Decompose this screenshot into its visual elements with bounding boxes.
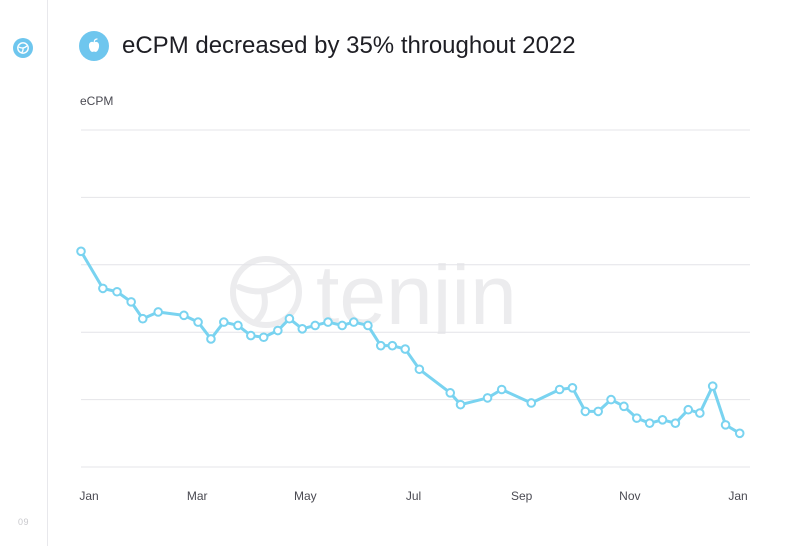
x-tick-label: Nov <box>619 489 640 503</box>
data-point <box>206 334 216 344</box>
data-point <box>246 330 256 341</box>
data-point <box>400 344 411 354</box>
apple-icon <box>79 31 109 61</box>
data-point <box>567 383 578 393</box>
sidebar: 09 <box>0 0 48 546</box>
data-point <box>445 388 456 398</box>
data-point <box>414 364 425 375</box>
y-axis-label: eCPM <box>80 94 114 108</box>
x-tick-label: Jan <box>79 489 98 503</box>
tenjin-watermark-logo-icon <box>230 256 302 328</box>
data-point <box>644 418 655 428</box>
data-point <box>297 324 308 334</box>
data-point <box>482 393 493 403</box>
data-point <box>193 317 203 327</box>
page-number: 09 <box>17 517 29 527</box>
chart-grid <box>81 129 750 468</box>
data-point <box>734 428 745 439</box>
data-point <box>683 404 694 415</box>
data-point <box>348 317 359 327</box>
x-tick-label: May <box>294 489 317 503</box>
data-point <box>455 399 466 410</box>
data-point <box>720 420 731 430</box>
x-tick-label: Mar <box>187 489 208 503</box>
page-title: eCPM decreased by 35% throughout 2022 <box>122 32 576 59</box>
data-point <box>98 283 108 294</box>
data-point <box>310 320 320 331</box>
data-point <box>707 381 718 391</box>
data-point <box>273 325 283 336</box>
data-point <box>526 398 537 408</box>
data-point <box>179 310 189 321</box>
data-point <box>387 340 398 351</box>
data-point <box>153 307 163 317</box>
series-markers <box>76 246 745 439</box>
data-point <box>126 297 136 307</box>
data-point <box>323 317 333 327</box>
x-axis-ticks: Jan Mar May Jul Sep Nov Jan <box>79 489 747 503</box>
data-point <box>137 313 148 324</box>
x-tick-label: Sep <box>511 489 533 503</box>
data-point <box>580 406 591 417</box>
data-point <box>112 286 122 297</box>
data-point <box>363 320 373 331</box>
x-tick-label: Jan <box>728 489 747 503</box>
data-point <box>375 340 386 351</box>
data-point <box>593 406 603 417</box>
data-point <box>233 320 243 331</box>
tenjin-logo-icon <box>13 38 33 58</box>
data-point <box>258 332 269 343</box>
data-point <box>631 413 642 423</box>
data-point <box>657 415 668 425</box>
data-point <box>695 408 705 418</box>
series-line <box>79 249 742 435</box>
data-point <box>619 401 629 412</box>
data-point <box>670 418 681 428</box>
data-point <box>284 313 295 324</box>
tenjin-watermark: tenjin <box>228 248 568 342</box>
x-tick-label: Jul <box>406 489 421 503</box>
data-point <box>554 384 565 395</box>
data-point <box>219 317 229 327</box>
data-point <box>337 320 347 331</box>
watermark-text: tenjin <box>316 254 517 334</box>
data-point <box>76 246 86 257</box>
data-point <box>496 384 507 395</box>
data-point <box>606 394 616 405</box>
